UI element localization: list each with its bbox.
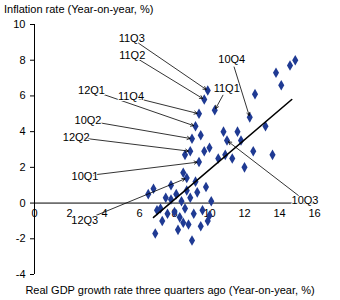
svg-text:10: 10 bbox=[203, 206, 216, 219]
svg-text:12Q2: 12Q2 bbox=[63, 131, 90, 143]
svg-text:0: 0 bbox=[31, 207, 37, 219]
html-text:Real GDP growth rate three qua: Real GDP growth rate three quarters ago … bbox=[25, 284, 315, 296]
svg-text:10Q3: 10Q3 bbox=[292, 194, 319, 206]
svg-text:11Q2: 11Q2 bbox=[119, 49, 145, 61]
svg-text:11Q1: 11Q1 bbox=[214, 82, 240, 94]
svg-text:-2: -2 bbox=[16, 232, 26, 244]
svg-text:10: 10 bbox=[13, 18, 25, 30]
svg-text:8: 8 bbox=[19, 54, 25, 66]
svg-text:12: 12 bbox=[238, 207, 250, 219]
svg-text:10Q4: 10Q4 bbox=[218, 53, 245, 65]
svg-text:12Q1: 12Q1 bbox=[78, 84, 105, 96]
svg-text:2: 2 bbox=[19, 161, 25, 173]
svg-text:11Q3: 11Q3 bbox=[119, 32, 145, 44]
html-text:Inflation rate (Year-on-year,: Inflation rate (Year-on-year, %) bbox=[4, 3, 154, 15]
svg-text:10Q2: 10Q2 bbox=[75, 114, 102, 126]
svg-text:14: 14 bbox=[273, 207, 285, 219]
svg-text:-4: -4 bbox=[16, 268, 26, 280]
svg-text:12Q3: 12Q3 bbox=[71, 214, 98, 226]
svg-text:11Q4: 11Q4 bbox=[118, 90, 144, 102]
svg-text:6: 6 bbox=[136, 207, 142, 219]
svg-text:6: 6 bbox=[19, 89, 25, 101]
svg-text:4: 4 bbox=[19, 125, 25, 137]
svg-text:4: 4 bbox=[101, 206, 108, 219]
svg-text:10Q1: 10Q1 bbox=[72, 170, 99, 182]
svg-text:8: 8 bbox=[171, 207, 177, 219]
svg-text:0: 0 bbox=[19, 197, 25, 209]
svg-text:2: 2 bbox=[66, 206, 73, 219]
svg-text:16: 16 bbox=[308, 207, 320, 219]
